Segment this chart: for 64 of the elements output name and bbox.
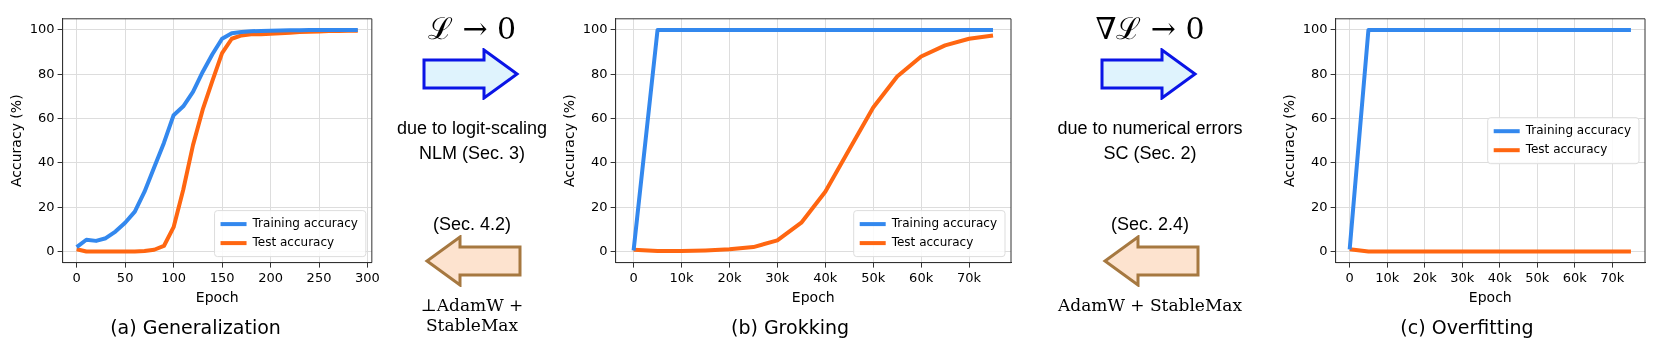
y-tick-label: 100 (1302, 21, 1328, 37)
y-tick-label: 20 (1311, 198, 1328, 214)
y-tick-label: 40 (1311, 154, 1328, 170)
x-tick-label: 0 (1345, 269, 1354, 285)
x-tick-label: 10k (1375, 269, 1400, 285)
legend-label: Test accuracy (1524, 142, 1608, 157)
text: (Sec. 4.2) (432, 214, 512, 235)
y-axis-title: Accuracy (%) (1281, 94, 1298, 187)
legend-label: Training accuracy (1524, 123, 1632, 138)
text: (c) Overfitting (1399, 316, 1535, 338)
y-tick-label: 60 (591, 109, 608, 125)
x-tick-label: 70k (957, 269, 982, 285)
x-tick-label: 30k (1450, 269, 1475, 285)
x-tick-label: 60k (1562, 269, 1588, 285)
x-tick-label: 40k (813, 269, 838, 285)
x-tick-label: 20k (717, 269, 742, 285)
y-tick-label: 0 (46, 242, 55, 258)
x-tick-label: 30k (765, 269, 790, 285)
x-tick-label: 100 (161, 269, 187, 285)
y-axis-title: Accuracy (%) (561, 94, 578, 187)
y-tick-label: 80 (591, 65, 608, 81)
x-tick-label: 200 (258, 269, 283, 285)
y-tick-label: 40 (591, 154, 608, 170)
x-tick-label: 70k (1600, 269, 1625, 285)
y-tick-label: 100 (29, 21, 55, 37)
legend-label: Test accuracy (251, 235, 335, 250)
y-tick-label: 60 (1311, 109, 1328, 125)
text: due to logit-scaling NLM (Sec. 3) (395, 117, 549, 165)
x-axis-title: Epoch (195, 289, 239, 306)
y-tick-label: 0 (599, 242, 608, 258)
x-tick-label: 300 (355, 269, 380, 285)
x-tick-label: 0 (72, 269, 81, 285)
x-tick-label: 150 (209, 269, 235, 285)
x-tick-label: 250 (306, 269, 332, 285)
x-tick-label: 40k (1487, 269, 1513, 285)
text: ℒ → 0 (426, 10, 518, 48)
text: ⊥AdamW + StableMax (419, 295, 525, 335)
y-axis-title: Accuracy (%) (8, 94, 25, 187)
x-tick-label: 50k (861, 269, 886, 285)
legend-label: Test accuracy (890, 235, 974, 250)
text: (a) Generalization (109, 316, 282, 338)
text: due to numerical errors SC (Sec. 2) (1056, 117, 1244, 165)
y-tick-label: 100 (582, 21, 608, 37)
x-tick-label: 20k (1412, 269, 1438, 285)
text: ∇ℒ → 0 (1094, 10, 1206, 48)
text: (Sec. 2.4) (1110, 214, 1190, 235)
y-tick-label: 20 (38, 198, 55, 214)
y-tick-label: 80 (1311, 65, 1328, 81)
x-tick-label: 50k (1525, 269, 1550, 285)
text: (b) Grokking (729, 316, 851, 338)
legend-label: Training accuracy (890, 216, 998, 231)
x-tick-label: 50 (116, 269, 134, 285)
y-tick-label: 20 (591, 198, 608, 214)
x-tick-label: 0 (629, 269, 638, 285)
y-tick-label: 80 (38, 65, 55, 81)
text: AdamW + StableMax (1056, 295, 1244, 315)
x-axis-title: Epoch (791, 289, 835, 306)
y-tick-label: 60 (38, 109, 55, 125)
y-tick-label: 40 (38, 154, 55, 170)
x-tick-label: 60k (909, 269, 934, 285)
legend-label: Training accuracy (251, 216, 358, 231)
x-tick-label: 10k (669, 269, 695, 285)
y-tick-label: 0 (1319, 242, 1328, 258)
x-axis-title: Epoch (1468, 289, 1512, 306)
